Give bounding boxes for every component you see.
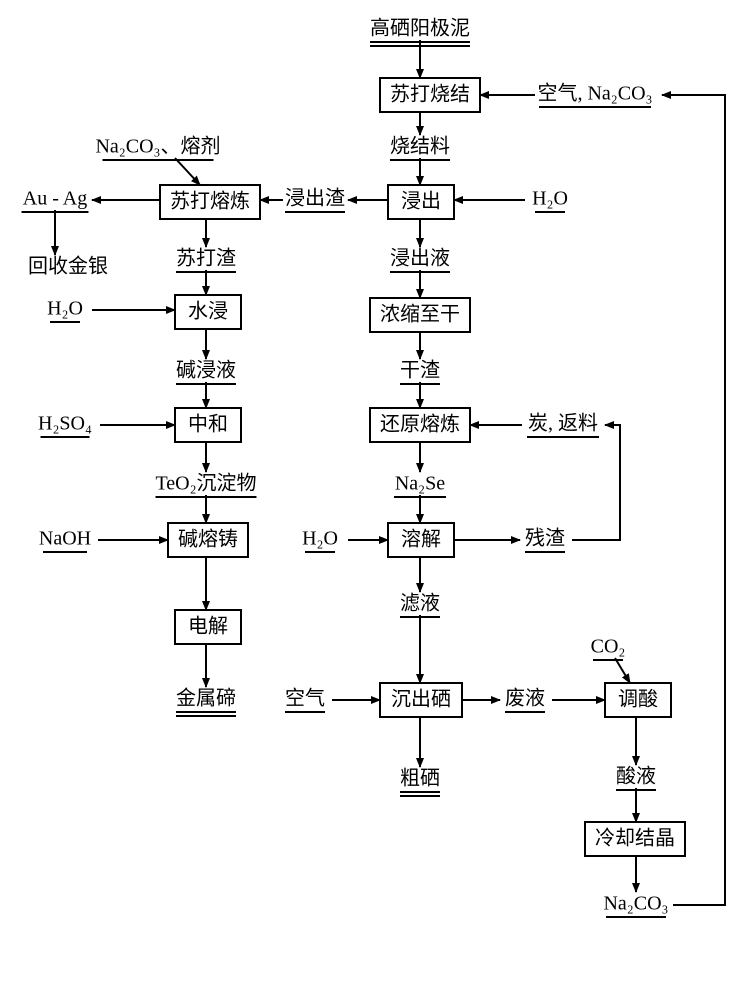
svg-text:炭, 返料: 炭, 返料: [528, 412, 598, 435]
svg-text:溶解: 溶解: [401, 528, 441, 551]
svg-text:TeO₂沉淀物: TeO₂沉淀物: [155, 472, 256, 495]
svg-text:H₂O: H₂O: [532, 188, 568, 210]
n_soda_sinter: 苏打烧结: [380, 78, 480, 112]
svg-text:Na₂CO₃、熔剂: Na₂CO₃、熔剂: [95, 135, 220, 158]
svg-text:干渣: 干渣: [400, 359, 440, 382]
svg-text:中和: 中和: [188, 413, 228, 436]
n_air2: 空气: [285, 687, 325, 712]
n_top: 高硒阳极泥: [370, 17, 470, 46]
svg-text:Na₂Se: Na₂Se: [395, 473, 445, 495]
svg-text:H₂O: H₂O: [47, 298, 83, 320]
svg-text:浸出: 浸出: [401, 190, 441, 213]
n_acid_liq: 酸液: [616, 765, 656, 790]
svg-text:烧结料: 烧结料: [390, 135, 450, 158]
n_leach_res: 浸出渣: [285, 187, 345, 212]
n_air_na2co3: 空气, Na₂CO₃: [537, 82, 652, 107]
n_conc_dry: 浓缩至干: [370, 298, 470, 332]
n_leach_liq: 浸出液: [390, 247, 450, 272]
n_cool_cryst: 冷却结晶: [585, 822, 685, 856]
n_h2o_c: H₂O: [302, 528, 338, 552]
svg-text:Au - Ag: Au - Ag: [23, 188, 87, 210]
n_h2so4: H₂SO₄: [38, 413, 92, 437]
n_na2se: Na₂Se: [394, 473, 446, 497]
svg-text:沉出硒: 沉出硒: [391, 688, 451, 711]
n_c_ret: 炭, 返料: [527, 412, 599, 437]
svg-text:还原熔炼: 还原熔炼: [380, 413, 460, 436]
svg-text:水浸: 水浸: [188, 300, 228, 323]
n_na2co3_flux: Na₂CO₃、熔剂: [95, 135, 220, 160]
svg-text:回收金银: 回收金银: [28, 255, 108, 278]
n_na2co3_out: Na₂CO₃: [603, 893, 668, 917]
svg-text:Na₂CO₃: Na₂CO₃: [603, 893, 668, 915]
n_h2o_l: H₂O: [47, 298, 83, 322]
n_crude_se: 粗硒: [400, 767, 440, 796]
svg-text:苏打熔炼: 苏打熔炼: [170, 190, 250, 213]
svg-text:浸出液: 浸出液: [390, 247, 450, 270]
edge-n_co2-n_acid_adj: [615, 658, 630, 683]
svg-text:酸液: 酸液: [616, 765, 656, 788]
n_h2o_r: H₂O: [532, 188, 568, 212]
svg-text:残渣: 残渣: [525, 527, 565, 550]
n_acid_adj: 调酸: [605, 683, 671, 717]
n_leach: 浸出: [388, 185, 454, 219]
svg-text:废液: 废液: [505, 687, 545, 710]
n_precip_se: 沉出硒: [380, 683, 462, 717]
svg-text:粗硒: 粗硒: [400, 767, 440, 790]
svg-text:苏打渣: 苏打渣: [176, 247, 236, 270]
svg-text:空气, Na₂CO₃: 空气, Na₂CO₃: [537, 82, 652, 105]
edge-n_na2co3_out-n_soda_sinter: [662, 95, 725, 905]
n_dissolve: 溶解: [388, 523, 454, 557]
svg-text:NaOH: NaOH: [39, 528, 91, 550]
n_neut: 中和: [175, 408, 241, 442]
svg-text:CO₂: CO₂: [591, 636, 626, 658]
n_alk_liq: 碱浸液: [176, 359, 236, 384]
n_filtrate: 滤液: [400, 592, 440, 617]
n_co2: CO₂: [591, 636, 626, 660]
svg-text:碱浸液: 碱浸液: [176, 359, 236, 382]
n_alk_cast: 碱熔铸: [168, 523, 248, 557]
svg-text:苏打烧结: 苏打烧结: [390, 83, 470, 106]
svg-text:冷却结晶: 冷却结晶: [595, 827, 675, 850]
svg-text:高硒阳极泥: 高硒阳极泥: [370, 17, 470, 40]
svg-text:金属碲: 金属碲: [176, 687, 236, 710]
edge-n_na2co3_flux-n_soda_smelt: [175, 158, 200, 185]
n_teo2: TeO₂沉淀物: [155, 472, 256, 497]
n_soda_smelt: 苏打熔炼: [160, 185, 260, 219]
n_soda_slag: 苏打渣: [176, 247, 236, 272]
svg-text:H₂O: H₂O: [302, 528, 338, 550]
n_dry_res: 干渣: [400, 359, 440, 384]
n_water_leach: 水浸: [175, 295, 241, 329]
n_electro: 电解: [175, 610, 241, 644]
n_residue: 残渣: [525, 527, 565, 552]
svg-text:滤液: 滤液: [400, 592, 440, 615]
svg-text:空气: 空气: [285, 687, 325, 710]
svg-text:调酸: 调酸: [618, 688, 658, 711]
svg-text:碱熔铸: 碱熔铸: [178, 528, 238, 551]
n_metal_te: 金属碲: [176, 687, 236, 716]
n_naoh: NaOH: [39, 528, 91, 552]
n_rec_ag: 回收金银: [28, 255, 108, 278]
nodes-layer: 高硒阳极泥苏打烧结空气, Na₂CO₃烧结料Na₂CO₃、熔剂浸出H₂O浸出渣苏…: [22, 17, 686, 917]
n_waste: 废液: [505, 687, 545, 712]
n_red_smelt: 还原熔炼: [370, 408, 470, 442]
svg-text:电解: 电解: [188, 615, 228, 638]
edge-n_residue-n_red_smelt: [572, 425, 620, 540]
n_au_ag: Au - Ag: [22, 188, 89, 212]
svg-text:浓缩至干: 浓缩至干: [380, 303, 460, 326]
svg-text:浸出渣: 浸出渣: [285, 187, 345, 210]
svg-text:H₂SO₄: H₂SO₄: [38, 413, 92, 435]
n_sinter_mat: 烧结料: [390, 135, 450, 160]
